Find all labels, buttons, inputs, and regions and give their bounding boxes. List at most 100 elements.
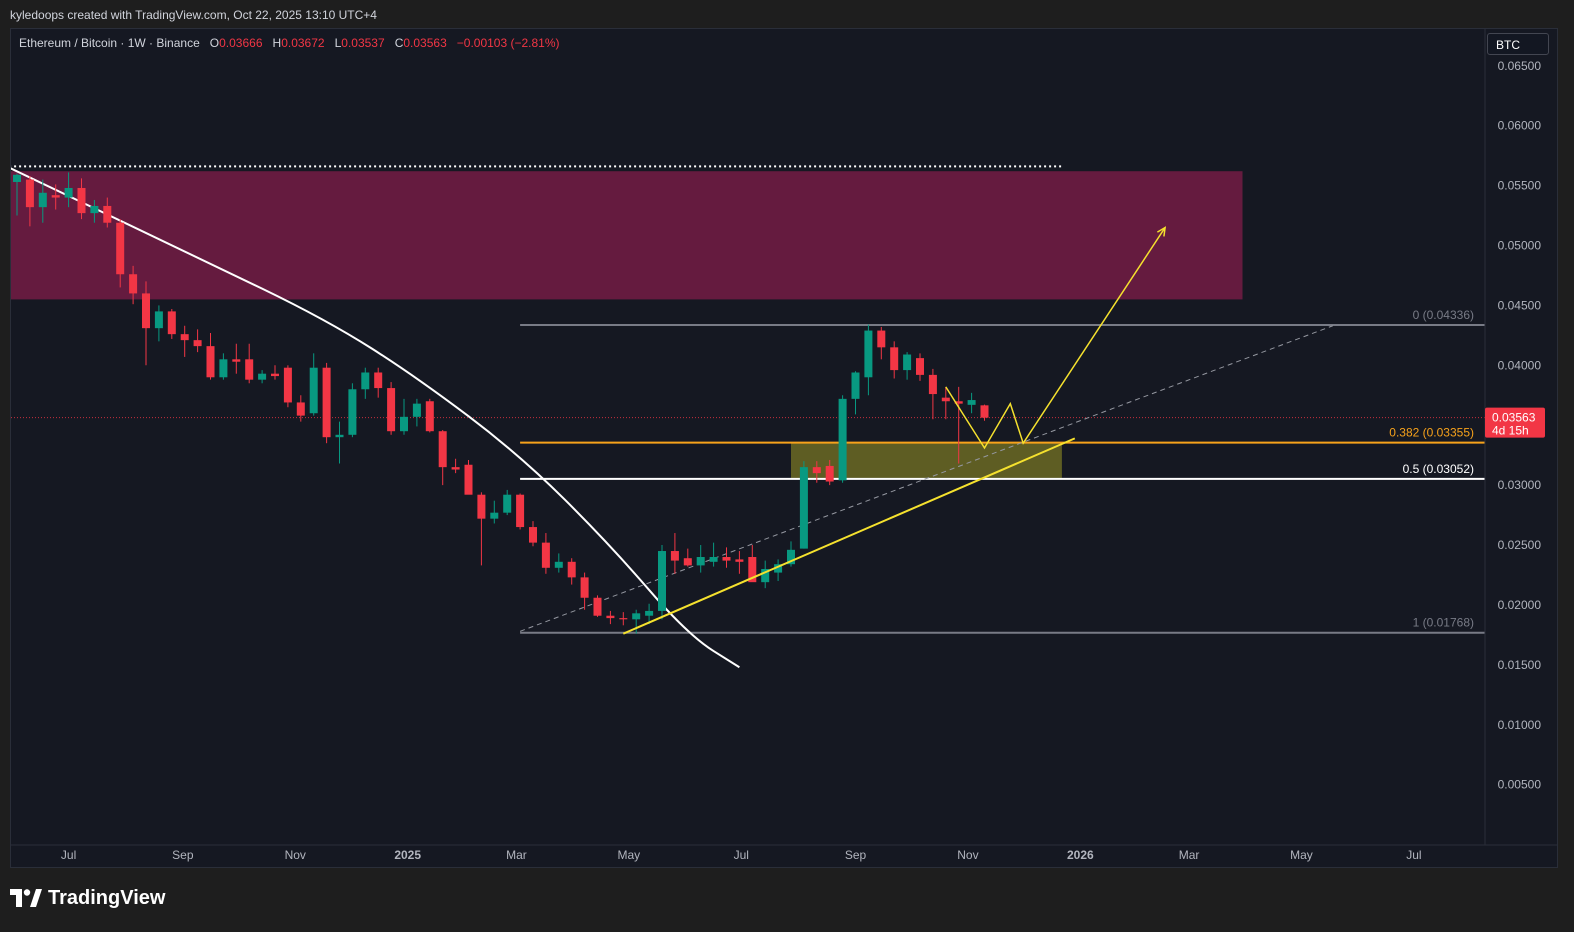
currency-badge[interactable]: BTC: [1487, 33, 1549, 55]
resistance-zone: [11, 171, 1243, 300]
candle-body: [348, 389, 357, 435]
symbol-title[interactable]: Ethereum / Bitcoin · 1W · Binance: [19, 36, 200, 50]
tradingview-logo-text: TradingView: [48, 886, 166, 909]
projection-arrowhead: [1156, 226, 1167, 237]
candle: [593, 595, 602, 617]
change-value: −0.00103 (−2.81%): [456, 36, 560, 50]
fib-label-0-382: 0.382 (0.03355): [1389, 426, 1474, 440]
candle: [735, 551, 744, 574]
candle-body: [722, 557, 731, 561]
dashed-trend-extension: [519, 325, 1333, 632]
support-zone: [791, 442, 1062, 478]
candle: [954, 386, 963, 464]
last-price-label: 0.03563: [1492, 411, 1536, 425]
open-label: O: [209, 36, 220, 50]
candle-body: [167, 311, 176, 335]
candle-body: [296, 402, 305, 416]
countdown-label: 4d 15h: [1492, 424, 1529, 438]
candle-body: [890, 347, 899, 371]
rising-trendline: [622, 437, 1076, 635]
candle: [645, 603, 654, 625]
candle-body: [51, 195, 60, 198]
candle: [554, 553, 563, 573]
candle-body: [490, 512, 499, 519]
candle: [451, 458, 460, 474]
candle: [142, 281, 150, 366]
candle: [219, 353, 228, 380]
y-tick-label: 0.02500: [1498, 538, 1542, 552]
candle: [25, 175, 34, 227]
candle-body: [916, 358, 924, 375]
candle-body: [477, 494, 486, 519]
x-tick-label: Jul: [1406, 848, 1421, 862]
candle-body: [13, 174, 21, 182]
candle: [941, 386, 950, 420]
candle-body: [735, 559, 744, 562]
candle-body: [928, 374, 937, 395]
chart-canvas[interactable]: 0 (0.04336) 0.382 (0.03355) 0.5 (0.03052) 1…: [11, 29, 1557, 867]
projection-path: [945, 227, 1166, 450]
open-value: 0.03666: [219, 36, 263, 50]
candle-body: [258, 373, 267, 380]
candle: [632, 609, 641, 634]
candle: [967, 392, 976, 414]
candle: [670, 533, 679, 574]
candle-body: [425, 401, 434, 432]
candle: [296, 395, 305, 422]
candle-body: [619, 618, 628, 620]
candle-body: [580, 577, 589, 598]
fib-label-0-5: 0.5 (0.03052): [1403, 462, 1474, 476]
candle-body: [864, 330, 873, 378]
candle: [245, 343, 254, 384]
candle: [51, 184, 60, 210]
y-tick-label: 0.00500: [1498, 778, 1542, 792]
chart-panel[interactable]: 0 (0.04336) 0.382 (0.03355) 0.5 (0.03052) 1…: [10, 28, 1558, 868]
candle: [283, 365, 292, 408]
candle: [180, 325, 189, 357]
candle-body: [116, 222, 125, 275]
candle-body: [154, 311, 163, 329]
candle: [851, 371, 860, 415]
x-tick-label: Jul: [61, 848, 76, 862]
candle-body: [180, 334, 189, 341]
candle-body: [103, 205, 112, 223]
y-tick-label: 0.05500: [1498, 179, 1542, 193]
y-tick-label: 0.04500: [1498, 298, 1542, 312]
candle-body: [283, 367, 292, 403]
low-value: 0.03537: [341, 36, 385, 50]
candle-body: [232, 359, 241, 362]
y-tick-label: 0.05000: [1498, 238, 1542, 252]
y-tick-label: 0.04000: [1498, 358, 1542, 372]
candle: [64, 172, 73, 208]
candle-body: [541, 542, 550, 568]
y-tick-label: 0.03000: [1498, 478, 1542, 492]
candle-body: [554, 561, 563, 568]
candle: [271, 365, 279, 380]
x-tick-label: Nov: [957, 848, 978, 862]
candle-body: [516, 494, 525, 528]
candle-body: [954, 401, 963, 404]
candle: [477, 492, 486, 566]
candle: [400, 398, 408, 435]
candle-body: [90, 205, 99, 214]
candle-body: [787, 549, 795, 565]
low-label: L: [334, 36, 342, 50]
candle-body: [941, 397, 950, 402]
candle-body: [25, 179, 34, 208]
candle-body: [400, 416, 408, 432]
close-value: 0.03563: [403, 36, 447, 50]
candle: [580, 572, 589, 610]
candle: [232, 343, 241, 374]
candle-body: [748, 557, 757, 583]
candle-body: [361, 372, 370, 390]
candle: [90, 199, 99, 223]
candle: [761, 560, 770, 589]
candle: [258, 370, 267, 384]
x-tick-label: Sep: [172, 848, 194, 862]
candle-body: [245, 359, 254, 380]
candle: [903, 352, 912, 380]
attribution-text: kyledoops created with TradingView.com, …: [10, 8, 377, 22]
x-tick-label: Sep: [845, 848, 867, 862]
candle: [438, 430, 447, 486]
tradingview-logo-icon: [10, 889, 42, 907]
